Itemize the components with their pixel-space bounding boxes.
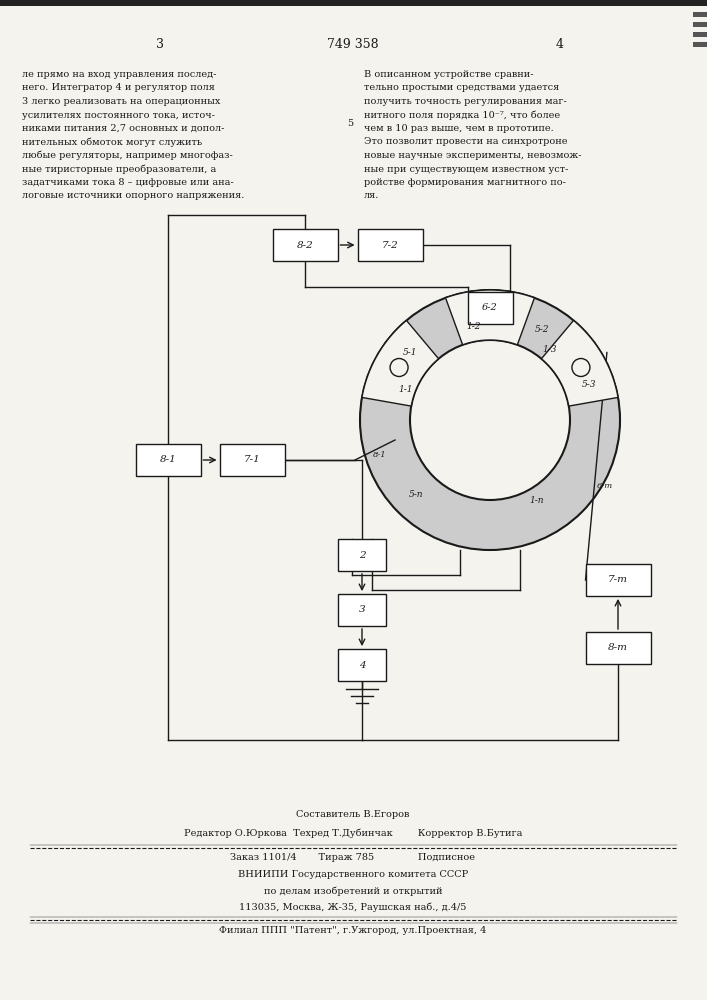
Text: 5-2: 5-2 [535, 325, 550, 334]
Text: 7-m: 7-m [608, 576, 628, 584]
Bar [585, 632, 650, 664]
Text: 5: 5 [347, 119, 353, 128]
Text: по делам изобретений и открытий: по делам изобретений и открытий [264, 886, 443, 896]
Bar [338, 539, 386, 571]
Text: 1-1: 1-1 [398, 385, 413, 394]
Text: ные при существующем известном уст-: ные при существующем известном уст- [364, 164, 568, 174]
Text: тельно простыми средствами удается: тельно простыми средствами удается [364, 84, 559, 93]
Bar [585, 564, 650, 596]
Text: 3: 3 [156, 38, 164, 51]
Text: 4: 4 [358, 660, 366, 670]
Text: 4: 4 [556, 38, 564, 51]
Text: Заказ 1101/4       Тираж 785              Подписное: Заказ 1101/4 Тираж 785 Подписное [230, 853, 476, 862]
Text: новые научные эксперименты, невозмож-: новые научные эксперименты, невозмож- [364, 151, 581, 160]
Bar [0, 0, 707, 6]
Bar [693, 42, 707, 47]
Text: 2: 2 [358, 550, 366, 560]
Text: ные тиристорные преобразователи, а: ные тиристорные преобразователи, а [22, 164, 216, 174]
Text: 6-2: 6-2 [482, 304, 498, 312]
Bar [219, 444, 284, 476]
Text: нитного поля порядка 10⁻⁷, что более: нитного поля порядка 10⁻⁷, что более [364, 110, 560, 120]
Text: никами питания 2,7 основных и допол-: никами питания 2,7 основных и допол- [22, 124, 224, 133]
Text: 8-2: 8-2 [297, 240, 313, 249]
Polygon shape [542, 320, 618, 406]
Bar [272, 229, 337, 261]
Text: 3 легко реализовать на операционных: 3 легко реализовать на операционных [22, 97, 221, 106]
Text: чем в 10 раз выше, чем в прототипе.: чем в 10 раз выше, чем в прототипе. [364, 124, 554, 133]
Text: Филиал ППП "Патент", г.Ужгород, ул.Проектная, 4: Филиал ППП "Патент", г.Ужгород, ул.Проек… [219, 926, 486, 935]
Bar [693, 22, 707, 27]
Bar [338, 594, 386, 626]
Circle shape [410, 340, 570, 500]
Text: Составитель В.Егоров: Составитель В.Егоров [296, 810, 409, 819]
Text: 1-2: 1-2 [466, 322, 481, 331]
Text: 1-n: 1-n [529, 496, 544, 505]
Text: 5-1: 5-1 [402, 348, 417, 357]
Text: него. Интегратор 4 и регулятор поля: него. Интегратор 4 и регулятор поля [22, 84, 215, 93]
Text: 8-m: 8-m [608, 644, 628, 652]
Text: 113035, Москва, Ж-35, Раушская наб., д.4/5: 113035, Москва, Ж-35, Раушская наб., д.4… [239, 902, 467, 912]
Text: получить точность регулирования маг-: получить точность регулирования маг- [364, 97, 567, 106]
Text: усилителях постоянного тока, источ-: усилителях постоянного тока, источ- [22, 110, 215, 119]
Text: 5-3: 5-3 [581, 380, 596, 389]
Text: ля.: ля. [364, 192, 380, 200]
Circle shape [390, 359, 408, 376]
Text: задатчиками тока 8 – цифровые или ана-: задатчиками тока 8 – цифровые или ана- [22, 178, 233, 187]
Bar [693, 12, 707, 17]
Text: 7-1: 7-1 [244, 456, 260, 464]
Text: 3: 3 [358, 605, 366, 614]
Bar [467, 292, 513, 324]
Bar [693, 32, 707, 37]
Text: 8-1: 8-1 [160, 456, 176, 464]
Text: Это позволит провести на синхротроне: Это позволит провести на синхротроне [364, 137, 568, 146]
Bar [136, 444, 201, 476]
Text: 6-m: 6-m [597, 482, 613, 490]
Text: логовые источники опорного напряжения.: логовые источники опорного напряжения. [22, 192, 245, 200]
Text: Редактор О.Юркова  Техред Т.Дубинчак        Корректор В.Бутига: Редактор О.Юркова Техред Т.Дубинчак Корр… [184, 828, 522, 838]
Circle shape [360, 290, 620, 550]
Text: 8-1: 8-1 [373, 451, 387, 459]
Polygon shape [362, 320, 438, 406]
Text: ВНИИПИ Государственного комитета СССР: ВНИИПИ Государственного комитета СССР [238, 870, 468, 879]
Text: ройстве формирования магнитного по-: ройстве формирования магнитного по- [364, 178, 566, 187]
Text: В описанном устройстве сравни-: В описанном устройстве сравни- [364, 70, 534, 79]
Text: нительных обмоток могут служить: нительных обмоток могут служить [22, 137, 202, 147]
Circle shape [572, 359, 590, 376]
Text: 7-2: 7-2 [382, 240, 398, 249]
Text: 749 358: 749 358 [327, 38, 379, 51]
Text: ле прямо на вход управления послед-: ле прямо на вход управления послед- [22, 70, 216, 79]
Bar [338, 649, 386, 681]
Polygon shape [445, 290, 534, 345]
Text: любые регуляторы, например многофаз-: любые регуляторы, например многофаз- [22, 151, 233, 160]
Text: 1-3: 1-3 [542, 345, 556, 354]
Text: 5-n: 5-n [409, 490, 423, 499]
Bar [358, 229, 423, 261]
